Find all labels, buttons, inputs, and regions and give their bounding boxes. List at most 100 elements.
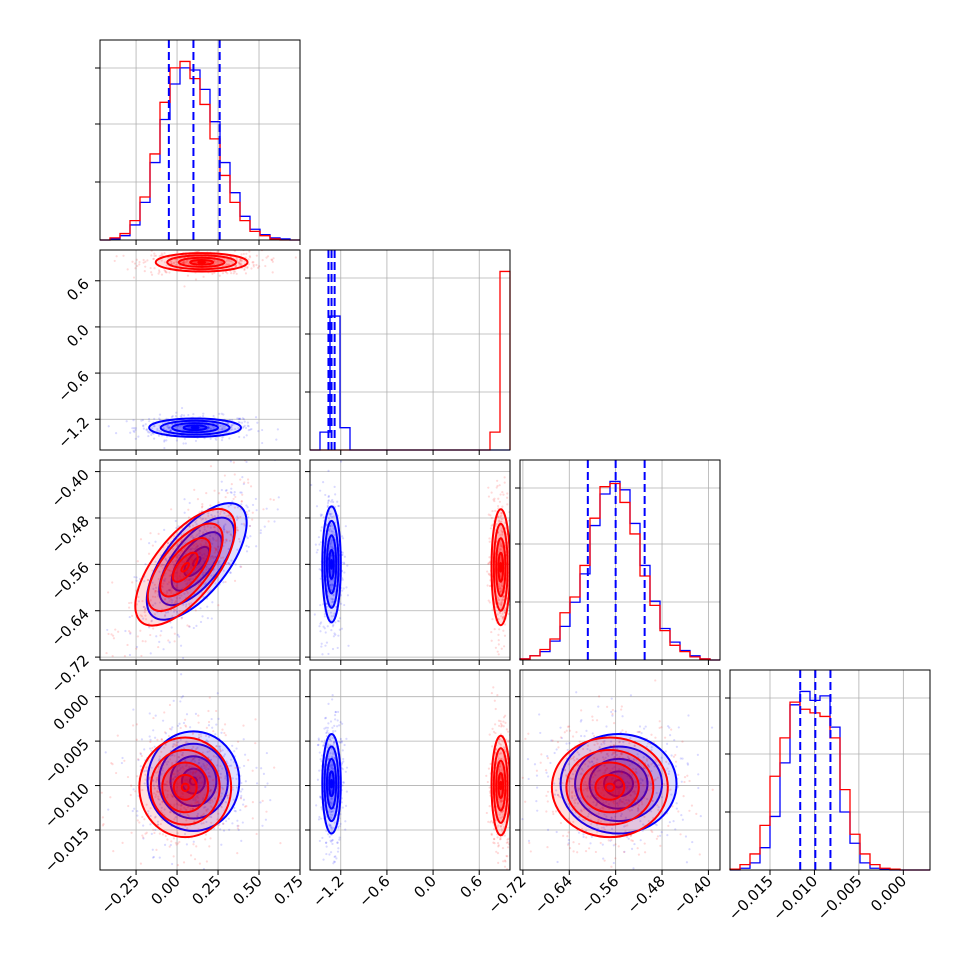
scatter-point-red [504,714,507,717]
scatter-point-red [493,499,496,503]
scatter-point-red [243,481,246,484]
scatter-point-blue [333,714,337,717]
scatter-point-red [180,539,183,543]
scatter-point-blue [594,804,598,807]
scatter-point-red [499,836,502,839]
scatter-point-blue [330,764,333,767]
scatter-point-blue [328,824,331,827]
scatter-point-red [210,556,213,559]
scatter-point-blue [245,544,248,547]
scatter-point-red [497,845,500,848]
scatter-point-red [142,836,145,839]
scatter-point-red [495,850,498,853]
scatter-point-blue [327,469,330,472]
scatter-point-blue [134,427,137,430]
scatter-point-blue [588,761,592,764]
scatter-point-blue [158,640,161,643]
scatter-point-red [176,250,179,253]
density-fill-red [173,774,197,800]
scatter-point-red [242,252,245,256]
scatter-point-blue [240,503,243,506]
scatter-point-blue [332,515,335,518]
scatter-point-red [234,495,237,499]
scatter-point-red [196,545,199,549]
scatter-point-blue [660,831,663,834]
scatter-point-red [192,544,196,547]
scatter-point-blue [338,836,341,839]
panel-frame [99,249,301,451]
scatter-point-blue [330,827,334,830]
scatter-point-blue [247,425,250,428]
scatter-point-red [197,789,200,792]
scatter-point-blue [686,763,690,766]
scatter-point-blue [177,769,180,772]
scatter-point-red [497,507,500,510]
scatter-point-blue [321,653,324,656]
scatter-point-red [267,520,270,523]
scatter-point-blue [229,503,232,506]
scatter-point-red [503,476,506,479]
scatter-point-red [599,820,603,823]
scatter-point-blue [310,483,313,487]
scatter-point-blue [623,802,626,805]
scatter-point-red [598,745,601,748]
scatter-point-red [152,716,155,720]
scatter-point-blue [333,741,336,744]
scatter-point-red [152,627,155,630]
scatter-point-blue [226,421,229,425]
scatter-point-blue [589,842,592,845]
scatter-point-blue [148,747,152,750]
scatter-point-blue [618,788,621,791]
contour-red [172,773,198,801]
scatter-point-blue [680,814,683,817]
scatter-point-blue [227,817,230,820]
scatter-point-blue [328,823,331,826]
scatter-point-red [204,558,207,561]
scatter-point-blue [601,806,604,809]
scatter-point-red [184,261,187,264]
density-fill-red [160,538,211,597]
x-tick-label: −0.005 [814,872,866,924]
scatter-point-blue [681,818,684,821]
scatter-point-blue [697,786,700,790]
scatter-point-red [488,790,491,793]
scatter-point-red [129,631,132,634]
scatter-point-blue [180,753,183,756]
scatter-point-blue [243,753,247,756]
scatter-point-red [176,556,179,559]
scatter-point-blue [236,515,239,518]
scatter-point-blue [328,808,331,812]
scatter-point-red [514,794,516,796]
scatter-point-red [647,774,650,778]
scatter-point-blue [653,765,656,768]
scatter-point-red [240,506,243,509]
scatter-point-red [494,646,497,649]
scatter-point-blue [172,563,176,566]
scatter-point-blue [339,460,343,463]
scatter-point-blue [670,754,673,757]
scatter-point-red [166,838,169,841]
scatter-point-red [144,832,147,835]
scatter-point-blue [329,584,332,587]
scatter-point-blue [153,417,156,420]
scatter-point-red [161,801,164,804]
scatter-point-blue [240,491,243,494]
scatter-point-blue [151,848,154,851]
scatter-point-red [490,832,493,835]
scatter-point-red [501,880,503,882]
scatter-point-blue [602,857,605,860]
scatter-point-blue [332,826,336,830]
scatter-point-red [174,744,177,747]
scatter-point-blue [320,740,324,743]
scatter-point-red [176,785,179,789]
scatter-point-blue [610,710,613,713]
scatter-point-red [189,854,193,857]
scatter-point-red [614,843,617,846]
scatter-point-blue [247,429,250,432]
scatter-point-red [500,757,503,761]
scatter-point-blue [629,694,633,697]
contour-red [499,780,503,791]
scatter-point-red [502,720,505,723]
scatter-point-blue [633,792,636,795]
scatter-point-red [187,815,190,818]
